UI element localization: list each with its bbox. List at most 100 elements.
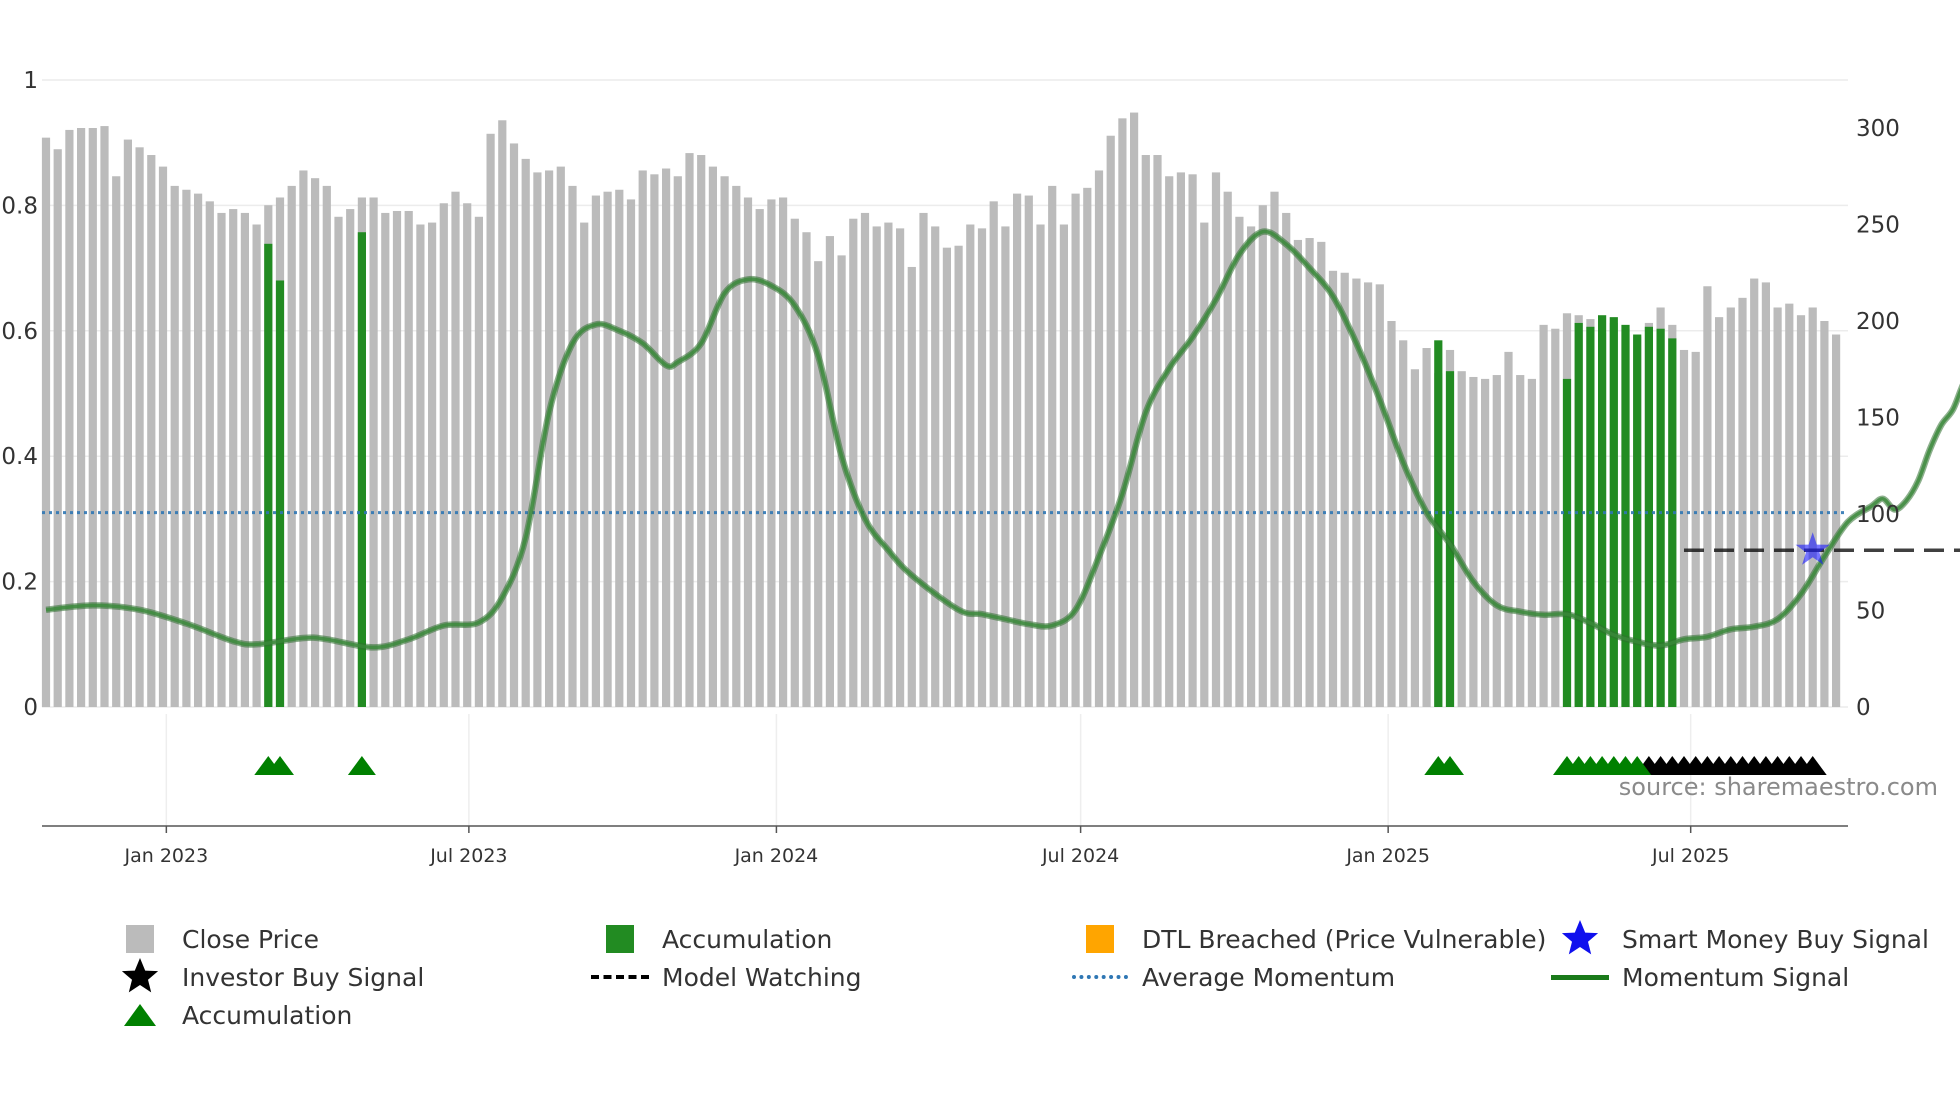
close-price-bar (1726, 307, 1735, 707)
accumulation-bar (1668, 338, 1677, 707)
close-price-bar (463, 203, 472, 707)
x-tick-label: Jul 2025 (1651, 845, 1729, 867)
close-price-bar (685, 153, 694, 708)
accumulation-bar (1656, 328, 1665, 707)
accumulation-swatch (590, 922, 650, 956)
legend-label: Momentum Signal (1622, 962, 1850, 992)
close-price-bar (41, 137, 51, 707)
dotted-line-icon (1070, 960, 1130, 994)
dashed-line-icon (590, 960, 650, 994)
close-price-bar (1024, 195, 1033, 708)
x-tick-label: Jul 2023 (429, 845, 507, 867)
accumulation-marker (1623, 756, 1652, 775)
x-tick-label: Jan 2023 (123, 845, 208, 867)
legend-label: Accumulation (662, 924, 833, 954)
close-price-bar (860, 212, 870, 708)
axes: Jan 2023 Jul 2023 Jan 2024 Jul 2024 Jan 2025… (1, 68, 1899, 867)
legend-label: Close Price (182, 924, 320, 954)
black-star-icon (110, 958, 170, 994)
close-price-bar (170, 185, 179, 707)
close-price-bar (311, 178, 320, 707)
close-price-bar (486, 133, 495, 708)
close-price-bar (205, 201, 214, 707)
legend-item-accumulation-bar: Accumulation (590, 922, 832, 956)
left-tick-label: 0.6 (1, 319, 38, 345)
close-price-bar (615, 189, 624, 707)
legend-label: Accumulation (182, 1000, 353, 1030)
legend-item-momentum-signal: Momentum Signal (1550, 960, 1849, 994)
accumulation-bar (1633, 334, 1642, 707)
close-price-bar (849, 218, 858, 707)
close-price-bar (1516, 375, 1525, 707)
close-price-bar (1492, 375, 1501, 707)
close-price-bar (966, 224, 975, 707)
close-price-bar (1305, 238, 1314, 707)
close-price-bar (1504, 351, 1513, 707)
accumulation-bar (1562, 378, 1572, 707)
close-price-bar (1153, 155, 1162, 707)
smart-money-buy-star-icon (1795, 532, 1830, 565)
close-price-bar (1059, 224, 1068, 707)
close-price-bar (1001, 226, 1010, 707)
close-price-bar (720, 176, 729, 707)
close-price-bar (381, 212, 390, 708)
close-price-bar (1750, 278, 1759, 707)
close-price-bar (638, 170, 647, 707)
close-price-bar (334, 216, 343, 707)
right-tick-label: 300 (1856, 116, 1900, 142)
legend-label: Smart Money Buy Signal (1622, 924, 1929, 954)
close-price-bar (498, 120, 507, 707)
close-price-bar (1457, 371, 1466, 707)
close-price-bar (837, 255, 846, 707)
accumulation-bar (357, 232, 366, 707)
close-price-bar (1820, 321, 1829, 707)
close-price-bar (755, 209, 764, 707)
close-price-bar (451, 191, 460, 707)
close-price-bar (919, 212, 928, 708)
close-price-bar (1340, 272, 1349, 707)
accumulation-bar (1621, 324, 1630, 707)
right-tick-label: 250 (1856, 213, 1900, 239)
close-price-bar (1141, 155, 1150, 707)
legend-label: Average Momentum (1142, 962, 1396, 992)
left-tick-label: 1 (23, 68, 38, 94)
accumulation-bar (1598, 315, 1607, 707)
close-price-bar (1317, 241, 1326, 707)
close-price-bar (1832, 334, 1841, 707)
close-price-bar (896, 228, 905, 708)
legend-label: DTL Breached (Price Vulnerable) (1142, 924, 1547, 954)
close-price-bar (989, 201, 998, 707)
legend-item-close-price: Close Price (110, 922, 319, 956)
right-tick-label: 100 (1856, 502, 1900, 528)
right-tick-label: 0 (1856, 695, 1871, 721)
close-price-bar (1422, 348, 1431, 707)
close-price-bar (1375, 284, 1384, 707)
close-price-bar (1785, 303, 1794, 707)
close-price-bar (1200, 222, 1209, 707)
right-tick-label: 150 (1856, 406, 1900, 432)
momentum-signal-line (45, 228, 1960, 651)
close-price-bar (767, 199, 776, 707)
signal-markers (254, 756, 1827, 775)
x-tick-label: Jan 2025 (1345, 845, 1430, 867)
close-price-bar (1796, 315, 1806, 707)
close-price-bar (369, 197, 378, 708)
close-price-bar (626, 199, 636, 707)
close-price-bar (533, 172, 542, 707)
close-price-bar (1293, 239, 1302, 707)
close-price-bar (404, 210, 413, 708)
close-price-bar (287, 185, 296, 707)
close-price-bar (123, 139, 132, 707)
close-price-bar (743, 197, 753, 708)
close-price-bar (790, 218, 799, 707)
close-price-bar (1188, 174, 1197, 707)
close-price-bar (872, 226, 881, 707)
close-price-bar (1176, 172, 1185, 707)
accumulation-bar (1609, 317, 1618, 707)
watermark: source: sharemaestro.com (1619, 773, 1938, 801)
solid-line-icon (1550, 960, 1610, 994)
close-price-bar (1773, 307, 1782, 707)
close-price-bar (942, 247, 951, 707)
accumulation-marker (266, 756, 294, 775)
